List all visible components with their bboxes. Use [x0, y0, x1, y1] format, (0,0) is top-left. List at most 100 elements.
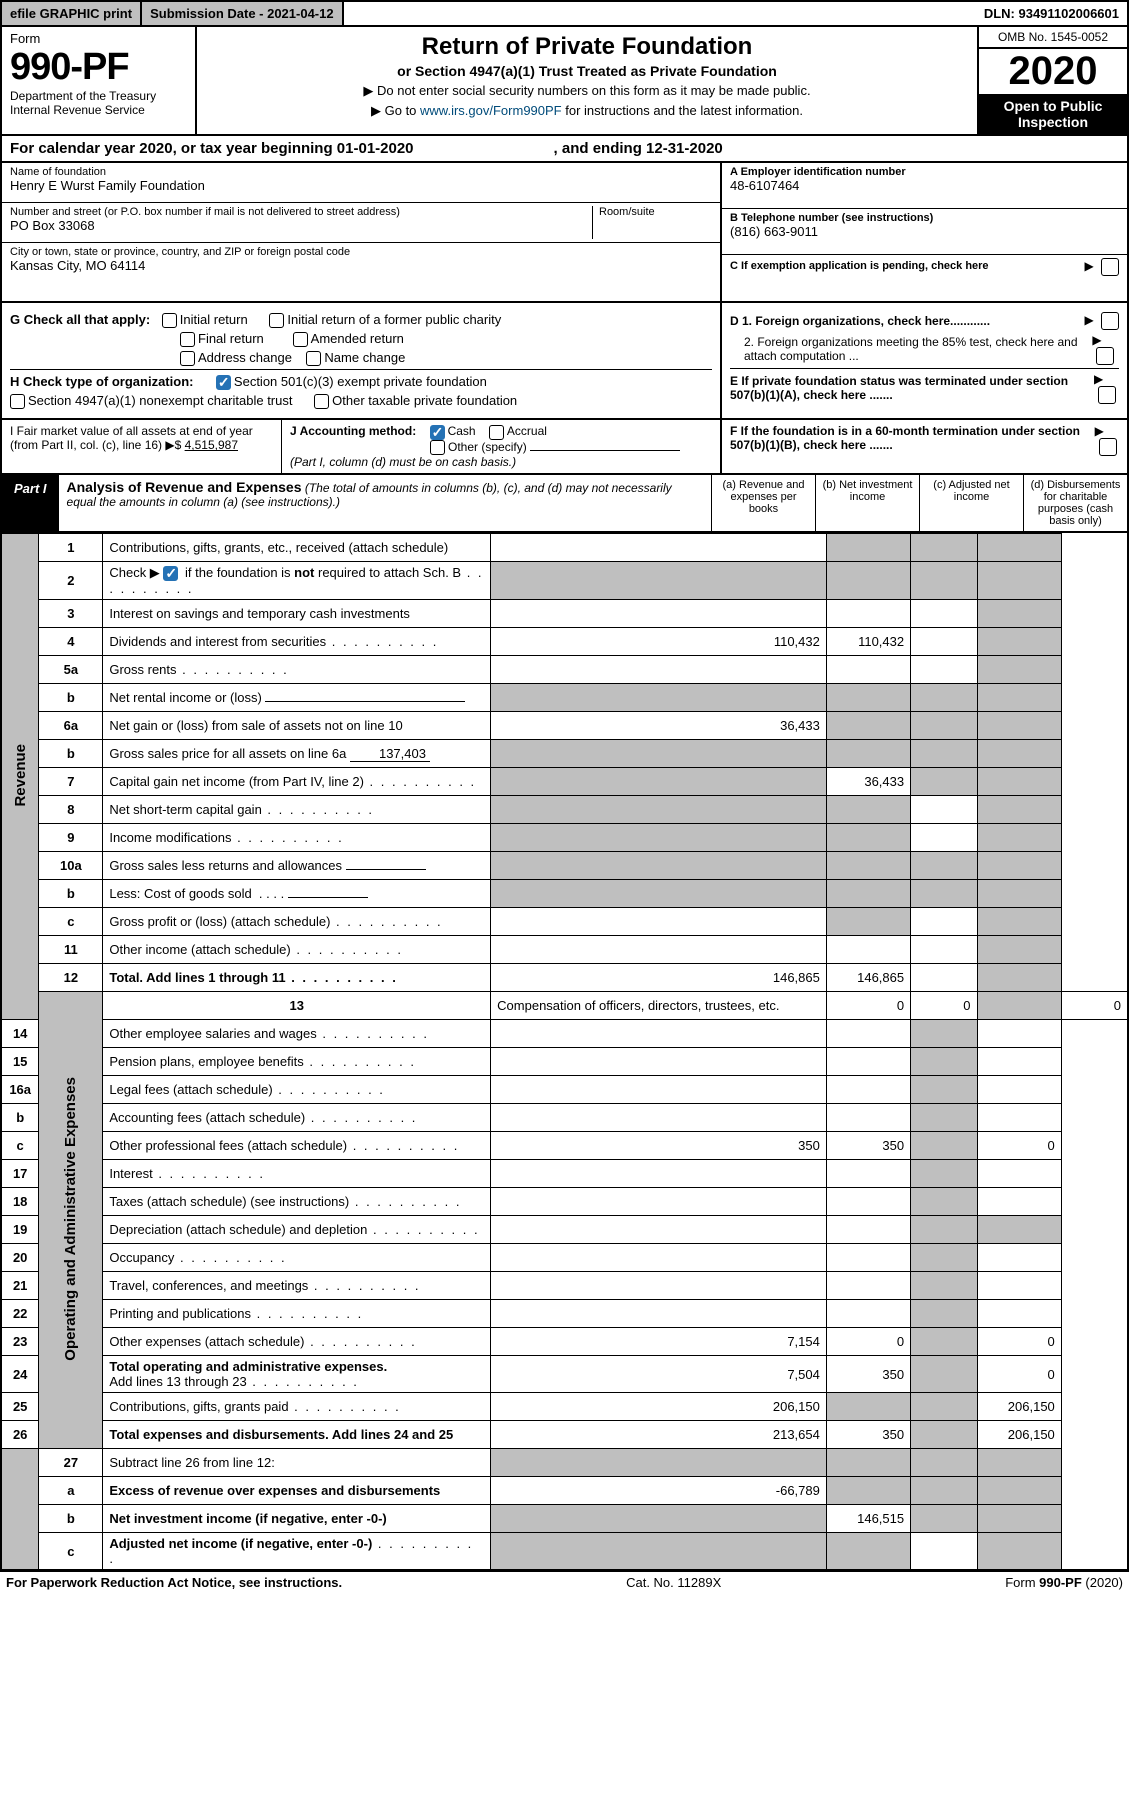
j-label: J Accounting method:: [290, 424, 416, 438]
col-d-head: (d) Disbursements for charitable purpose…: [1023, 475, 1127, 531]
table-row: bGross sales price for all assets on lin…: [1, 740, 1128, 768]
c-label: C If exemption application is pending, c…: [730, 260, 989, 272]
table-row: 7Capital gain net income (from Part IV, …: [1, 768, 1128, 796]
table-row: 11Other income (attach schedule): [1, 936, 1128, 964]
hij-row: I Fair market value of all assets at end…: [0, 420, 1129, 475]
h-other-taxable[interactable]: [314, 394, 329, 409]
form-header: Form 990-PF Department of the Treasury I…: [0, 27, 1129, 136]
omb-number: OMB No. 1545-0052: [979, 27, 1127, 49]
footer-form: Form 990-PF (2020): [1005, 1575, 1123, 1590]
calendar-year-row: For calendar year 2020, or tax year begi…: [0, 136, 1129, 163]
form-subtitle: or Section 4947(a)(1) Trust Treated as P…: [203, 63, 971, 79]
d1-checkbox[interactable]: [1101, 312, 1119, 330]
footer-catno: Cat. No. 11289X: [626, 1575, 721, 1590]
g-name-change[interactable]: [306, 351, 321, 366]
table-row: 21Travel, conferences, and meetings: [1, 1272, 1128, 1300]
table-row: cGross profit or (loss) (attach schedule…: [1, 908, 1128, 936]
table-row: bAccounting fees (attach schedule): [1, 1104, 1128, 1132]
city-label: City or town, state or province, country…: [10, 246, 712, 258]
form-word: Form: [10, 31, 187, 46]
table-row: 18Taxes (attach schedule) (see instructi…: [1, 1188, 1128, 1216]
f-checkbox[interactable]: [1099, 438, 1117, 456]
col-b-head: (b) Net investment income: [815, 475, 919, 531]
table-row: 17Interest: [1, 1160, 1128, 1188]
c-checkbox[interactable]: [1101, 258, 1119, 276]
table-row: cAdjusted net income (if negative, enter…: [1, 1533, 1128, 1571]
g-address-change[interactable]: [180, 351, 195, 366]
table-row: 23Other expenses (attach schedule)7,1540…: [1, 1328, 1128, 1356]
irs-label: Internal Revenue Service: [10, 103, 187, 117]
h-label: H Check type of organization:: [10, 374, 193, 389]
f-label: F If the foundation is in a 60-month ter…: [730, 424, 1080, 452]
d2-checkbox[interactable]: [1096, 347, 1114, 365]
j-other[interactable]: [430, 440, 445, 455]
e-checkbox[interactable]: [1098, 386, 1116, 404]
efile-print-button[interactable]: efile GRAPHIC print: [2, 2, 142, 25]
part1-header: Part I Analysis of Revenue and Expenses …: [0, 475, 1129, 533]
ein: 48-6107464: [730, 178, 1119, 193]
table-row: bLess: Cost of goods sold . . . .: [1, 880, 1128, 908]
foundation-name: Henry E Wurst Family Foundation: [10, 178, 712, 193]
e-label: E If private foundation status was termi…: [730, 374, 1068, 402]
table-row: 6aNet gain or (loss) from sale of assets…: [1, 712, 1128, 740]
g-amended-return[interactable]: [293, 332, 308, 347]
room-label: Room/suite: [599, 206, 712, 218]
j-accrual[interactable]: [489, 425, 504, 440]
h-501c3[interactable]: [216, 375, 231, 390]
table-row: bNet rental income or (loss): [1, 684, 1128, 712]
j-note: (Part I, column (d) must be on cash basi…: [290, 455, 516, 469]
j-cash[interactable]: [430, 425, 445, 440]
r2-checkbox[interactable]: [163, 566, 178, 581]
form-number: 990-PF: [10, 46, 187, 89]
address: PO Box 33068: [10, 218, 592, 233]
cal-year-begin: For calendar year 2020, or tax year begi…: [10, 140, 414, 157]
table-row: 27Subtract line 26 from line 12:: [1, 1449, 1128, 1477]
table-row: 3Interest on savings and temporary cash …: [1, 600, 1128, 628]
city-state-zip: Kansas City, MO 64114: [10, 258, 712, 273]
table-row: Revenue 1Contributions, gifts, grants, e…: [1, 533, 1128, 561]
instr-ssn: ▶ Do not enter social security numbers o…: [203, 83, 971, 99]
tel-label: B Telephone number (see instructions): [730, 212, 1119, 224]
form-title: Return of Private Foundation: [203, 33, 971, 61]
table-row: 4Dividends and interest from securities1…: [1, 628, 1128, 656]
table-row: 2Check ▶ if the foundation is not requir…: [1, 561, 1128, 599]
table-row: 9Income modifications: [1, 824, 1128, 852]
table-row: 22Printing and publications: [1, 1300, 1128, 1328]
irs-link[interactable]: www.irs.gov/Form990PF: [420, 103, 562, 118]
table-row: 8Net short-term capital gain: [1, 796, 1128, 824]
g-final-return[interactable]: [180, 332, 195, 347]
tax-year: 2020: [979, 49, 1127, 94]
table-row: 25Contributions, gifts, grants paid206,1…: [1, 1393, 1128, 1421]
d1-label: D 1. Foreign organizations, check here..…: [730, 314, 990, 328]
dln: DLN: 93491102006601: [976, 2, 1127, 25]
g-initial-former[interactable]: [269, 313, 284, 328]
instr-goto: ▶ Go to www.irs.gov/Form990PF for instru…: [203, 103, 971, 119]
part1-title: Analysis of Revenue and Expenses: [67, 479, 302, 495]
table-row: 16aLegal fees (attach schedule): [1, 1076, 1128, 1104]
table-row: 26Total expenses and disbursements. Add …: [1, 1421, 1128, 1449]
page-footer: For Paperwork Reduction Act Notice, see …: [0, 1571, 1129, 1593]
table-row: 20Occupancy: [1, 1244, 1128, 1272]
col-c-head: (c) Adjusted net income: [919, 475, 1023, 531]
open-public: Open to Public Inspection: [979, 94, 1127, 134]
h-4947[interactable]: [10, 394, 25, 409]
table-row: 19Depreciation (attach schedule) and dep…: [1, 1216, 1128, 1244]
table-row: cOther professional fees (attach schedul…: [1, 1132, 1128, 1160]
cal-year-end: , and ending 12-31-2020: [554, 140, 723, 157]
table-row: Operating and Administrative Expenses 13…: [1, 992, 1128, 1020]
table-row: 14Other employee salaries and wages: [1, 1020, 1128, 1048]
col-a-head: (a) Revenue and expenses per books: [711, 475, 815, 531]
part1-label: Part I: [2, 475, 59, 531]
telephone: (816) 663-9011: [730, 224, 1119, 239]
dept-treasury: Department of the Treasury: [10, 89, 187, 103]
opex-section-label: Operating and Administrative Expenses: [62, 1077, 79, 1361]
revenue-section-label: Revenue: [12, 744, 29, 807]
table-row: 5aGross rents: [1, 656, 1128, 684]
ein-label: A Employer identification number: [730, 166, 1119, 178]
table-row: 10aGross sales less returns and allowanc…: [1, 852, 1128, 880]
g-initial-return[interactable]: [162, 313, 177, 328]
entity-info: Name of foundation Henry E Wurst Family …: [0, 163, 1129, 303]
name-label: Name of foundation: [10, 166, 712, 178]
submission-date: Submission Date - 2021-04-12: [142, 2, 344, 25]
g-label: G Check all that apply:: [10, 312, 150, 327]
